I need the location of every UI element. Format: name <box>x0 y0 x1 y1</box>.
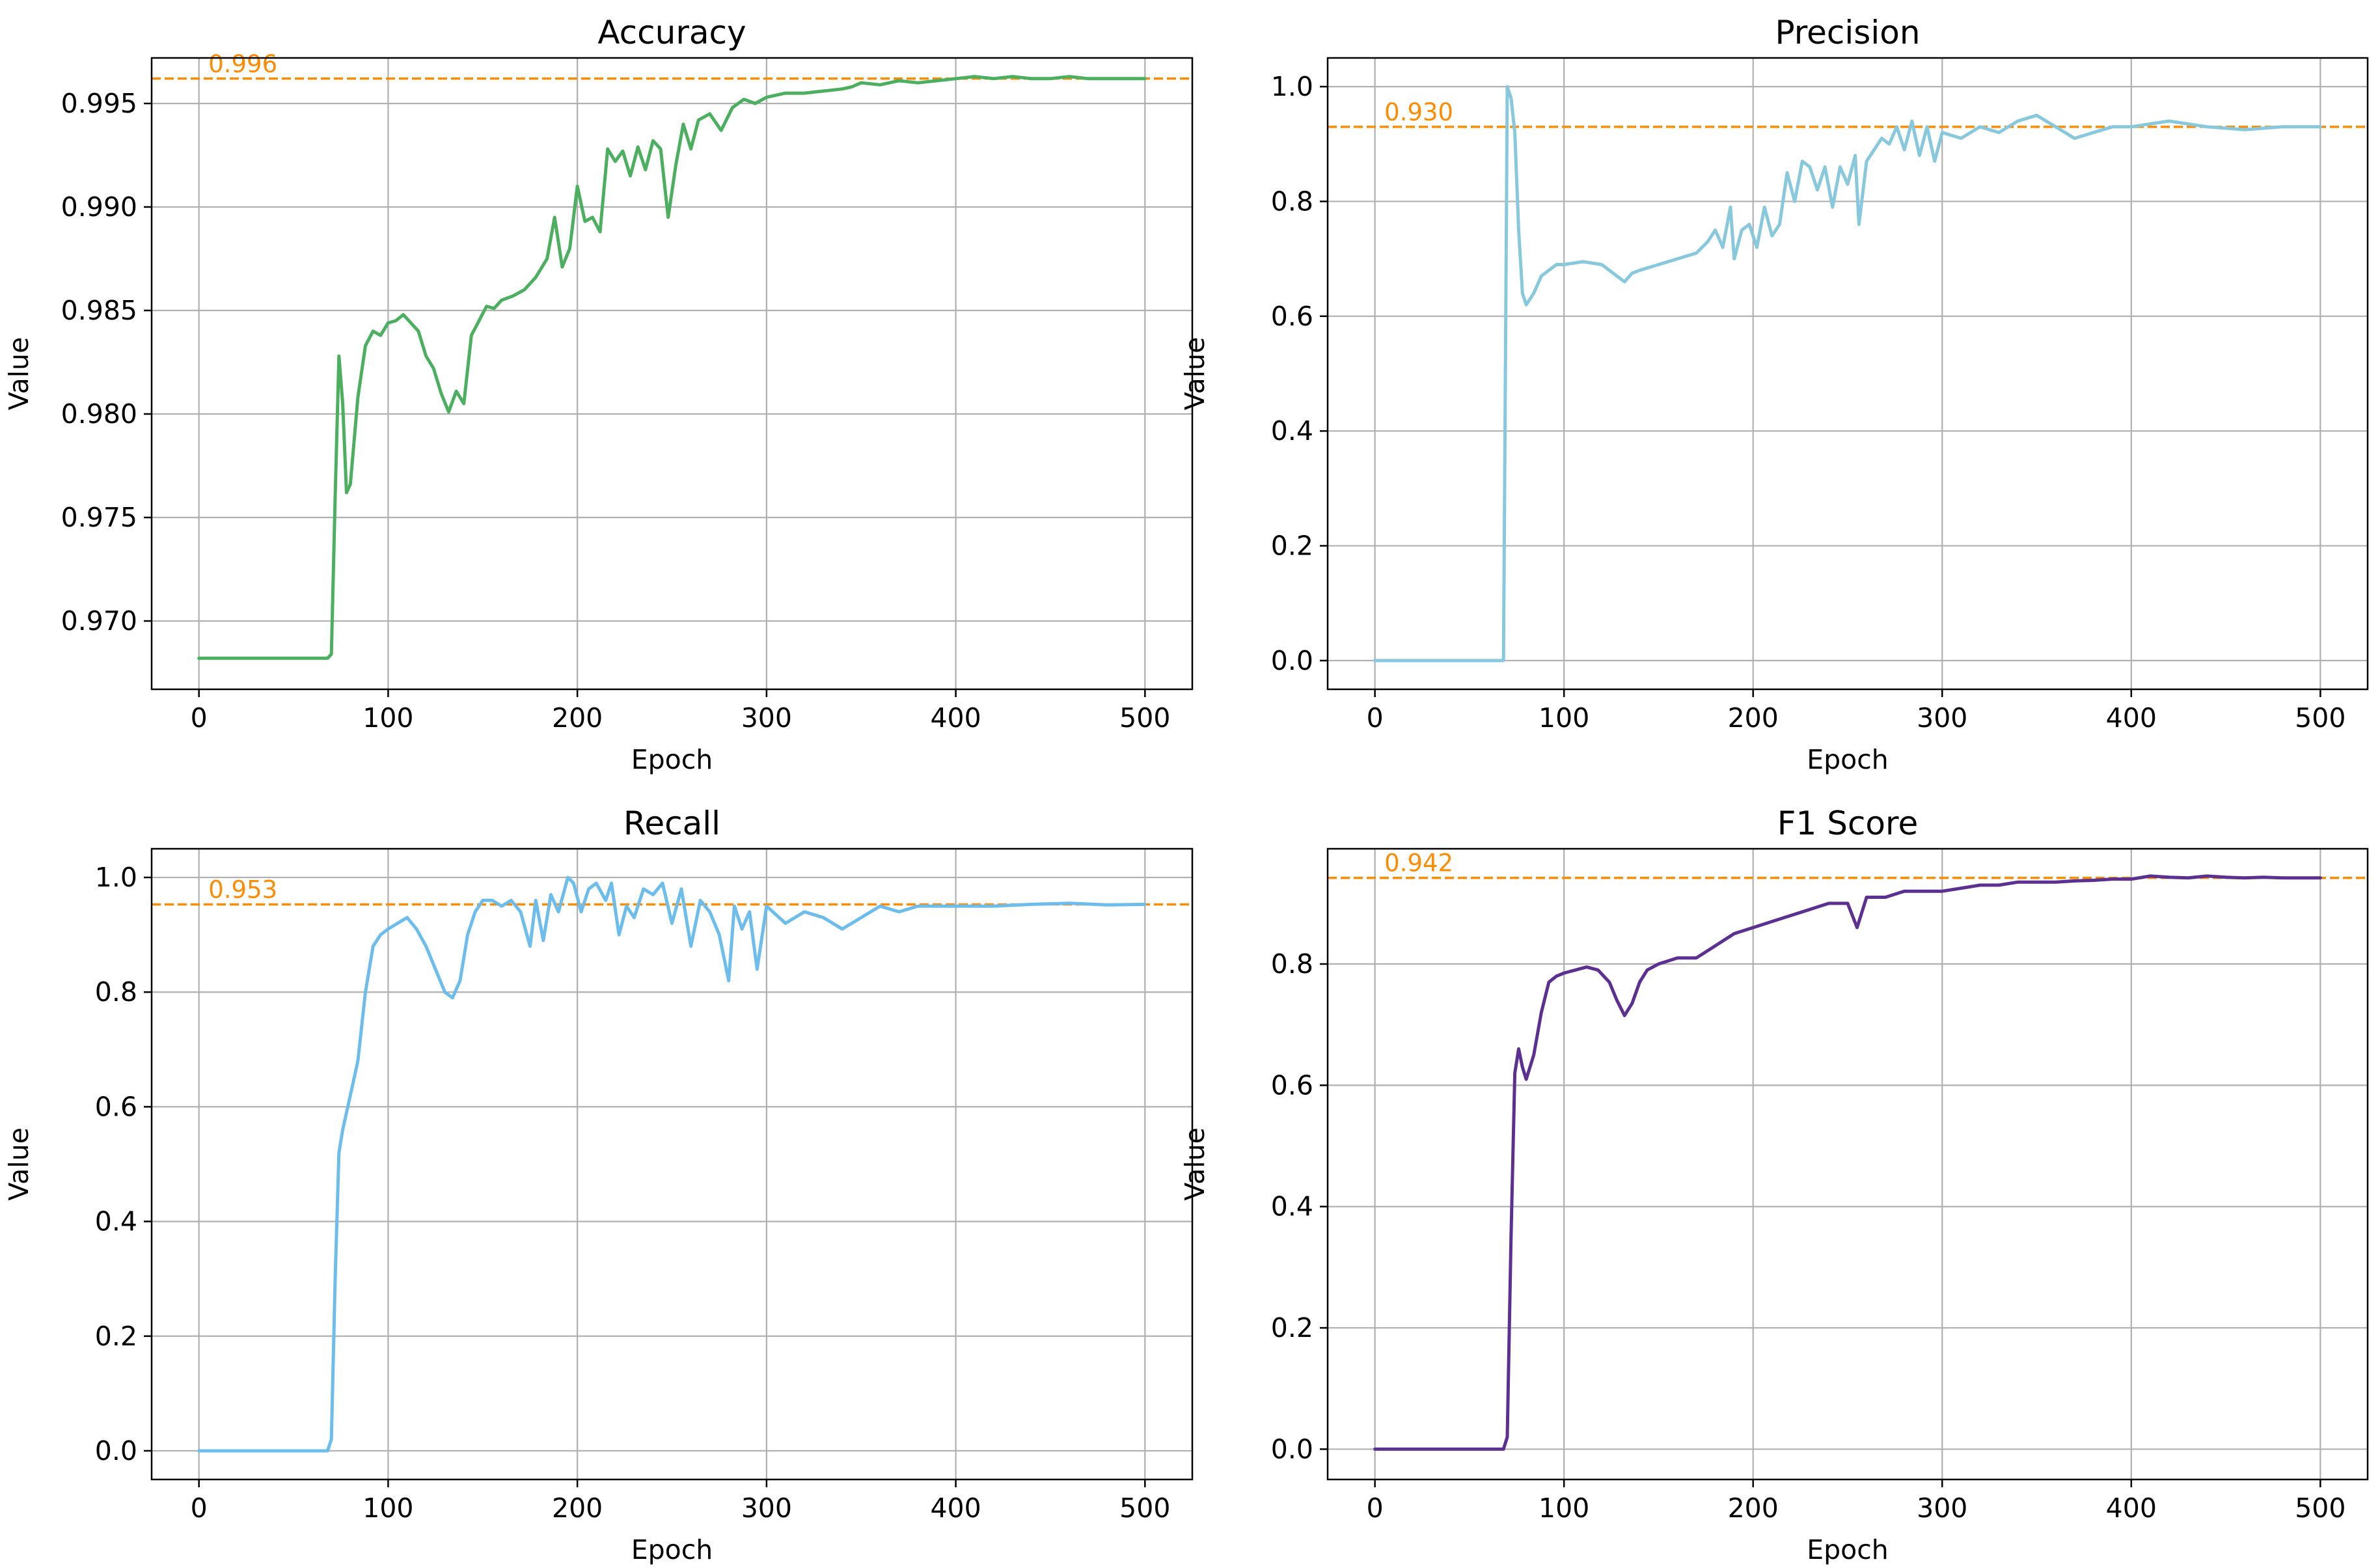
gridlines <box>1328 849 2368 1479</box>
x-axis-ticks: 0 100 200 300 400 500 <box>1367 689 2346 734</box>
x-tick-label: 0 <box>1367 702 1384 734</box>
x-tick-label: 0 <box>191 1492 208 1524</box>
y-axis-label: Value <box>1179 1127 1211 1201</box>
y-tick-label: 0.2 <box>1271 1312 1313 1343</box>
y-tick-label: 0.6 <box>1271 1069 1313 1101</box>
x-tick-label: 500 <box>2295 1492 2346 1524</box>
y-axis-label: Value <box>3 1127 34 1201</box>
y-tick-label: 0.0 <box>1271 1433 1313 1465</box>
y-tick-label: 0.985 <box>61 295 137 326</box>
y-tick-label: 0.4 <box>1271 1191 1313 1222</box>
gridlines <box>152 58 1192 689</box>
series-line-recall <box>197 875 1147 1453</box>
plot-frame <box>150 57 1194 691</box>
y-tick-label: 0.2 <box>95 1321 137 1352</box>
chart-title: Precision <box>1775 14 1920 51</box>
subplot-recall: 0 100 200 300 400 500 0.0 0.2 0.4 0.6 0.8 1.0 0.953 R… <box>3 805 1194 1565</box>
y-tick-label: 1.0 <box>95 862 137 893</box>
y-axis-ticks: 0.0 0.2 0.4 0.6 0.8 1.0 <box>95 862 152 1466</box>
y-tick-label: 0.4 <box>1271 415 1313 447</box>
x-axis-ticks: 0 100 200 300 400 500 <box>191 689 1170 734</box>
x-tick-label: 300 <box>1917 1492 1967 1524</box>
x-tick-label: 0 <box>1367 1492 1384 1524</box>
plot-frame <box>1326 847 2369 1481</box>
x-tick-label: 100 <box>1539 702 1589 734</box>
subplot-precision: 0 100 200 300 400 500 0.0 0.2 0.4 0.6 0.8 1.0 0.930 P… <box>1179 14 2369 775</box>
chart-title: Recall <box>623 805 720 842</box>
y-axis-ticks: 0.0 0.2 0.4 0.6 0.8 1.0 <box>1271 71 1328 676</box>
x-axis-label: Epoch <box>1807 744 1889 775</box>
y-tick-label: 0.0 <box>95 1435 137 1466</box>
x-tick-label: 200 <box>1728 1492 1779 1524</box>
x-tick-label: 500 <box>1119 702 1170 734</box>
chart-title: F1 Score <box>1777 805 1919 842</box>
y-tick-label: 0.970 <box>61 605 137 637</box>
plot-frame <box>1326 57 2369 691</box>
x-axis-label: Epoch <box>631 744 713 775</box>
x-tick-label: 100 <box>362 1492 413 1524</box>
subplot-f1-score: 0 100 200 300 400 500 0.0 0.2 0.4 0.6 0.8 0.942 F1 S… <box>1179 805 2369 1565</box>
x-axis-label: Epoch <box>1807 1534 1889 1565</box>
y-tick-label: 1.0 <box>1271 71 1313 102</box>
plot-frame <box>150 847 1194 1481</box>
x-tick-label: 300 <box>741 1492 792 1524</box>
y-tick-label: 0.0 <box>1271 645 1313 676</box>
x-tick-label: 300 <box>1917 702 1967 734</box>
x-tick-label: 300 <box>741 702 792 734</box>
y-axis-label: Value <box>3 337 34 411</box>
series-line-precision <box>1373 85 2322 663</box>
subplot-grid: 0 100 200 300 400 500 0.970 0.975 0.980 0.985 0.99… <box>3 14 2369 1565</box>
reference-label: 0.996 <box>208 50 277 78</box>
x-tick-label: 400 <box>930 1492 981 1524</box>
y-tick-label: 0.6 <box>95 1091 137 1122</box>
x-tick-label: 100 <box>1539 1492 1589 1524</box>
y-tick-label: 0.980 <box>61 398 137 430</box>
x-tick-label: 200 <box>552 1492 603 1524</box>
x-tick-label: 100 <box>362 702 413 734</box>
x-axis-ticks: 0 100 200 300 400 500 <box>191 1479 1170 1524</box>
x-tick-label: 500 <box>1119 1492 1170 1524</box>
y-tick-label: 0.4 <box>95 1206 137 1237</box>
series-line-accuracy <box>197 75 1147 660</box>
x-tick-label: 400 <box>2106 702 2157 734</box>
chart-title: Accuracy <box>597 14 746 51</box>
x-tick-label: 0 <box>191 702 208 734</box>
x-tick-label: 500 <box>2295 702 2346 734</box>
y-tick-label: 0.975 <box>61 502 137 533</box>
y-tick-label: 0.2 <box>1271 530 1313 562</box>
y-axis-label: Value <box>1179 337 1211 411</box>
x-tick-label: 200 <box>552 702 603 734</box>
subplot-accuracy: 0 100 200 300 400 500 0.970 0.975 0.980 0.985 0.99… <box>3 14 1194 775</box>
reference-label: 0.953 <box>208 875 277 903</box>
x-tick-label: 200 <box>1728 702 1779 734</box>
y-tick-label: 0.995 <box>61 88 137 119</box>
reference-label: 0.930 <box>1384 98 1453 126</box>
y-tick-label: 0.8 <box>1271 186 1313 217</box>
x-tick-label: 400 <box>930 702 981 734</box>
x-tick-label: 400 <box>2106 1492 2157 1524</box>
y-axis-ticks: 0.0 0.2 0.4 0.6 0.8 <box>1271 948 1328 1465</box>
reference-label: 0.942 <box>1384 849 1453 877</box>
y-tick-label: 0.990 <box>61 191 137 223</box>
x-axis-label: Epoch <box>631 1534 713 1565</box>
x-axis-ticks: 0 100 200 300 400 500 <box>1367 1479 2346 1524</box>
series-line-f1-score <box>1373 874 2322 1451</box>
y-tick-label: 0.8 <box>95 976 137 1008</box>
y-tick-label: 0.8 <box>1271 948 1313 980</box>
gridlines <box>152 849 1192 1479</box>
y-axis-ticks: 0.970 0.975 0.980 0.985 0.990 0.995 <box>61 88 152 637</box>
y-tick-label: 0.6 <box>1271 301 1313 332</box>
